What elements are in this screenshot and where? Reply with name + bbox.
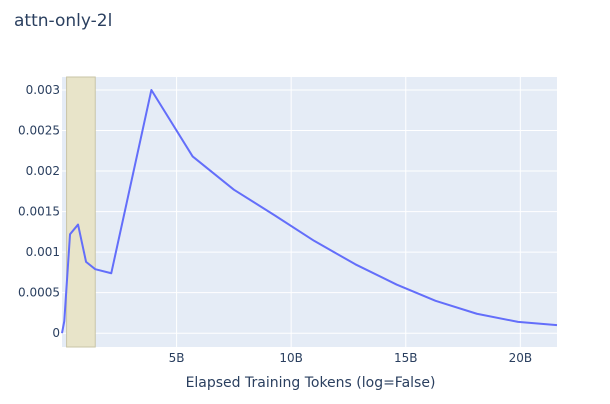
y-tick-label: 0.002 <box>26 164 60 178</box>
y-tick-label: 0.0025 <box>18 124 60 138</box>
y-tick-label: 0.0005 <box>18 286 60 300</box>
y-tick-labels: 0 0.0005 0.001 0.0015 0.002 0.0025 0.003 <box>18 83 60 340</box>
x-axis-title: Elapsed Training Tokens (log=False) <box>186 375 436 391</box>
series-line <box>61 88 558 334</box>
y-tick-label: 0.0015 <box>18 205 60 219</box>
x-tick-labels: 5B 10B 15B 20B <box>169 351 532 365</box>
y-tick-label: 0.001 <box>26 245 60 259</box>
x-tick-label: 20B <box>509 351 533 365</box>
grid <box>62 77 557 347</box>
highlight-region <box>66 76 96 348</box>
series-layer <box>61 88 558 334</box>
y-tick-label: 0.003 <box>26 83 60 97</box>
x-tick-label: 5B <box>169 351 185 365</box>
x-tick-label: 10B <box>279 351 303 365</box>
y-tick-label: 0 <box>52 326 60 340</box>
x-tick-label: 15B <box>394 351 418 365</box>
chart-title: attn-only-2l <box>14 11 112 31</box>
